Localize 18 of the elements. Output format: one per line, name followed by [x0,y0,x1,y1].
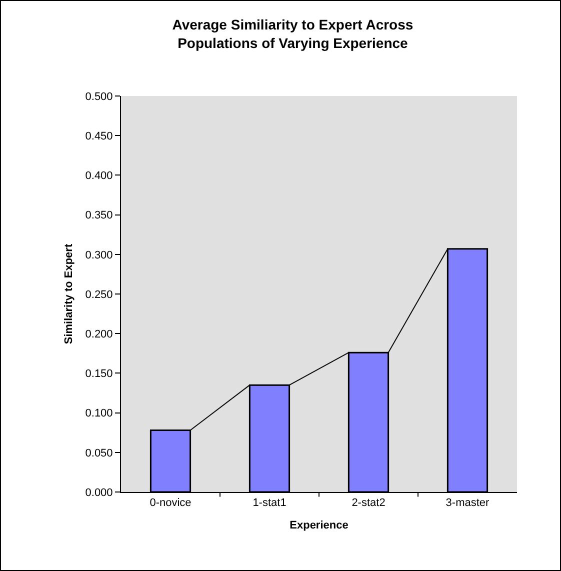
y-tick-label: 0.150 [85,368,113,380]
y-tick-label: 0.400 [85,170,113,182]
y-tick-label: 0.300 [85,249,113,262]
y-axis-title: Similarity to Expert [62,244,75,344]
x-tick-label: 1-stat1 [252,497,286,510]
y-tick-label: 0.050 [85,447,113,460]
y-tick-label: 0.200 [85,328,113,340]
x-tick-label: 3-master [446,497,490,510]
y-tick-label: 0.250 [85,288,113,301]
y-tick-label: 0.100 [85,408,113,420]
y-tick-label: 0.350 [85,210,113,222]
y-tick-label: 0.500 [85,90,113,103]
x-axis-title: Experience [290,519,348,532]
x-tick-label: 2-stat2 [352,497,386,510]
y-tick-label: 0.000 [85,486,113,499]
y-tick-label: 0.450 [85,130,113,142]
chart-title: Average Similiarity to Expert Across Populations of Varying Experience [172,16,414,51]
x-tick-label: 0-novice [150,497,192,510]
